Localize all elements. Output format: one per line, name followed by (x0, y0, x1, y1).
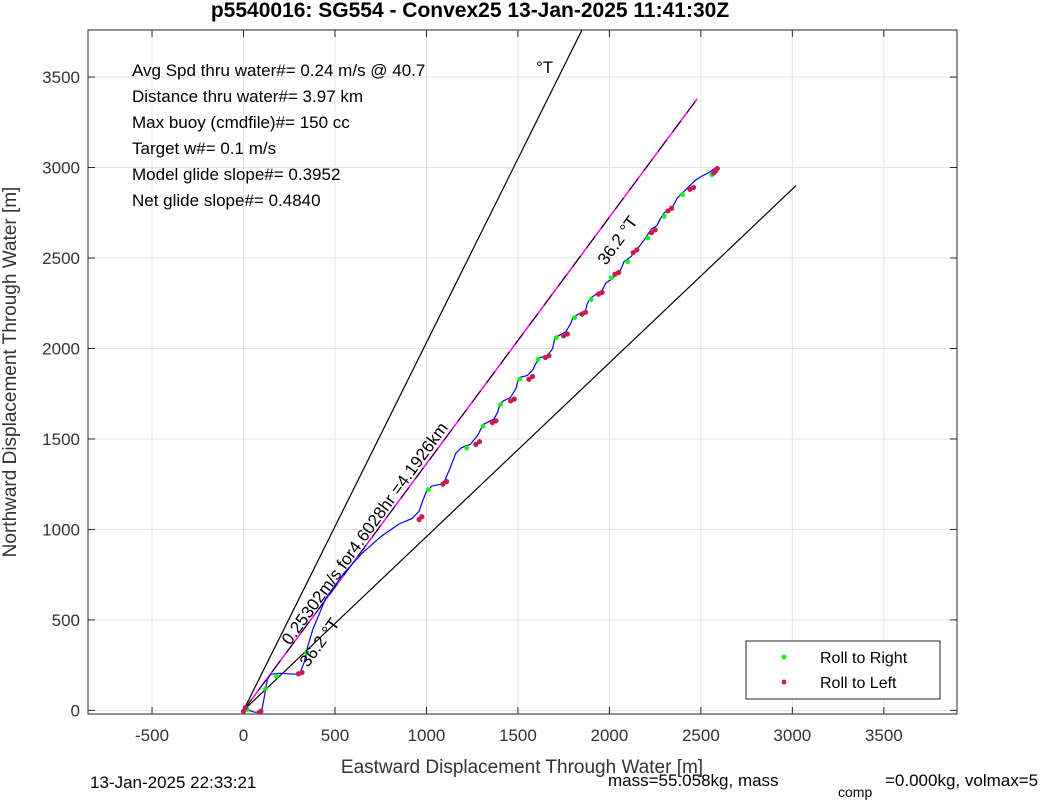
reference-lines (242, 30, 797, 711)
x-tick-label: 3000 (773, 726, 811, 745)
roll-left-point (526, 376, 532, 382)
x-tick-label: -500 (135, 726, 169, 745)
roll-left-points (240, 165, 720, 714)
y-tick-label: 0 (71, 701, 80, 720)
roll-right-point (588, 297, 594, 303)
legend-box (745, 640, 941, 700)
x-tick-label: 3500 (865, 726, 903, 745)
y-tick-label: 500 (52, 611, 80, 630)
roll-left-point (652, 227, 658, 233)
roll-right-point (661, 213, 667, 219)
roll-right-point (274, 673, 279, 679)
roll-left-point (240, 708, 247, 714)
reference-line (242, 30, 583, 711)
roll-right-point (464, 445, 470, 451)
roll-left-point (476, 439, 483, 445)
x-tick-label: 1500 (499, 726, 537, 745)
roll-left-point (443, 478, 450, 485)
axes-box (87, 29, 958, 715)
x-axis-label: Eastward Displacement Through Water [m] (341, 757, 703, 778)
roll-left-point (615, 269, 622, 276)
annotation-avg-speed-unit: °T (536, 58, 553, 77)
grid (88, 30, 957, 714)
roll-right-point (517, 376, 523, 382)
footer-comp: =0.000kg, volmax=5 (885, 771, 1038, 790)
roll-left-point (583, 309, 589, 315)
roll-left-point (299, 669, 305, 675)
roll-right-point (553, 335, 559, 341)
y-tick-label: 3000 (42, 159, 80, 178)
roll-left-point (546, 353, 552, 359)
roll-right-point (645, 235, 651, 241)
roll-right-point (572, 315, 578, 321)
roll-right-point (263, 686, 268, 692)
legend-label-roll-left: Roll to Left (820, 675, 897, 692)
roll-right-point (680, 192, 685, 198)
roll-left-point (690, 184, 697, 191)
roll-left-point (529, 373, 536, 380)
reference-line (243, 185, 797, 711)
roll-left-point (493, 418, 499, 424)
roll-left-point (599, 289, 605, 295)
roll-left-point (564, 331, 570, 337)
roll-right-point (535, 356, 541, 362)
x-tick-label: 2000 (590, 726, 628, 745)
footer-mass: mass=55.058kg, mass (608, 771, 779, 790)
roll-right-points (244, 172, 715, 712)
roll-left-point (473, 441, 479, 447)
annotation-target-w: Target w#= 0.1 m/s (132, 139, 276, 158)
annotation-net-glide: Net glide slope#= 0.4840 (132, 191, 321, 210)
roll-right-point (425, 487, 431, 493)
legend-marker-roll-right (781, 654, 787, 660)
annotation-max-buoy: Max buoy (cmdfile)#= 150 cc (132, 113, 350, 132)
plot-area (88, 30, 957, 714)
y-ticks: 0 500 1000 1500 2000 2500 3000 3500 (42, 68, 957, 720)
roll-left-point (440, 481, 446, 487)
x-tick-label: 500 (321, 726, 349, 745)
roll-left-point (648, 230, 655, 236)
roll-left-point (714, 165, 720, 172)
annotation-avg-speed: Avg Spd thru water#= 0.24 m/s @ 40.7 (132, 61, 425, 80)
roll-left-point (258, 708, 264, 714)
roll-right-point (498, 402, 503, 407)
annotation-distance: Distance thru water#= 3.97 km (132, 87, 363, 106)
x-tick-label: 2500 (682, 726, 720, 745)
heading-line-dash (243, 98, 698, 711)
roll-left-point (634, 247, 640, 253)
footer-timestamp: 13-Jan-2025 22:33:21 (90, 773, 256, 792)
y-tick-label: 2500 (42, 249, 80, 268)
y-tick-label: 2000 (42, 339, 80, 358)
roll-right-point (304, 650, 310, 655)
roll-left-point (419, 514, 425, 520)
roll-left-point (511, 396, 517, 402)
roll-left-point (665, 208, 671, 214)
legend-marker-roll-left (781, 679, 787, 685)
roll-right-point (625, 259, 631, 265)
y-tick-label: 3500 (42, 68, 80, 87)
x-tick-label: 1000 (408, 726, 446, 745)
y-tick-label: 1500 (42, 430, 80, 449)
chart-title: p5540016: SG554 - Convex25 13-Jan-2025 1… (211, 0, 729, 22)
roll-left-point (669, 205, 675, 211)
roll-left-point (630, 249, 636, 256)
footer-comp-subscript: comp (838, 784, 872, 800)
y-axis-label: Northward Displacement Through Water [m] (0, 187, 21, 558)
y-tick-label: 1000 (42, 520, 80, 539)
annotation-model-glide: Model glide slope#= 0.3952 (132, 165, 340, 184)
legend-label-roll-right: Roll to Right (820, 650, 908, 667)
legend: Roll to Right Roll to Left (745, 640, 941, 700)
x-tick-label: 0 (239, 726, 248, 745)
roll-right-point (480, 423, 486, 429)
roll-right-point (608, 275, 614, 281)
